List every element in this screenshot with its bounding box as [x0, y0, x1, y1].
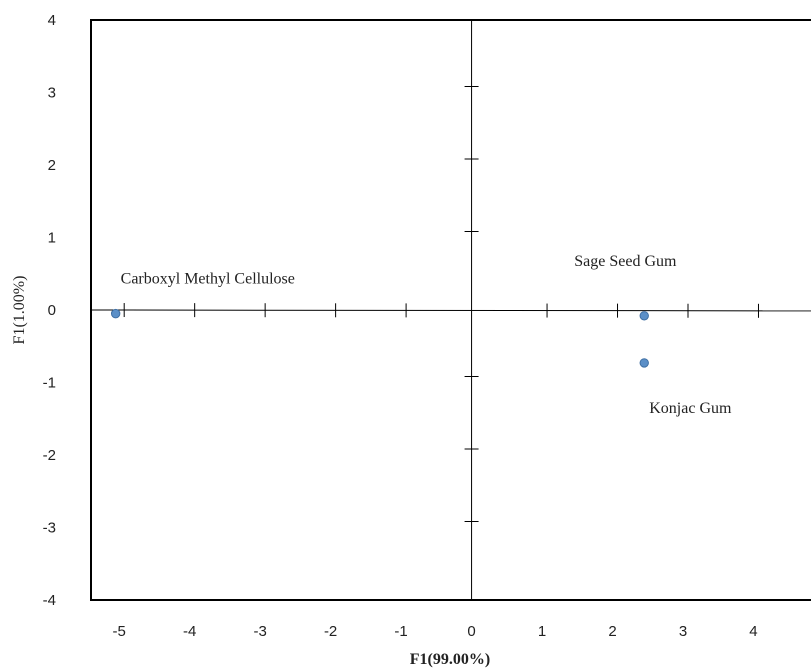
y-tick-label: 4	[48, 12, 56, 29]
y-tick-label: -3	[43, 520, 56, 537]
x-tick-label: -5	[113, 623, 126, 640]
data-point	[639, 311, 649, 321]
data-point-label: Konjac Gum	[649, 400, 732, 417]
y-tick-label: 2	[48, 157, 56, 174]
y-axis-title: F1(1.00%)	[11, 276, 28, 345]
x-tick-label: 3	[679, 623, 687, 640]
x-tick-label: -2	[324, 623, 337, 640]
x-tick-label: 1	[538, 623, 546, 640]
data-point-label: Sage Seed Gum	[574, 253, 677, 270]
y-tick-label: -4	[43, 592, 56, 609]
x-zero-axis-line	[90, 309, 811, 312]
x-axis-title: F1(99.00%)	[410, 651, 490, 668]
x-tick-label: 2	[608, 623, 616, 640]
x-tick-label: 4	[749, 623, 757, 640]
y-tick-labels: 4 3 2 1 0 -1 -2 -3 -4	[43, 12, 56, 609]
data-point	[639, 358, 649, 368]
y-tick-label: 1	[48, 230, 56, 247]
x-tick-label: 0	[467, 623, 475, 640]
axes-group	[90, 20, 811, 600]
data-point	[110, 308, 121, 319]
data-point-label: Carboxyl Methyl Cellulose	[121, 271, 295, 288]
y-tick-label: 0	[48, 302, 56, 319]
x-tick-label: -3	[253, 623, 266, 640]
x-tick-label: -1	[394, 623, 407, 640]
y-tick-label: -2	[43, 447, 56, 464]
y-tick-label: -1	[43, 375, 56, 392]
x-tick-labels: -5-4-3-2-1012345	[113, 623, 758, 640]
data-points: Carboxyl Methyl Cellulose Sage Seed Gum Ko…	[110, 253, 732, 417]
y-tick-label: 3	[48, 85, 56, 102]
x-tick-label: -4	[183, 623, 196, 640]
